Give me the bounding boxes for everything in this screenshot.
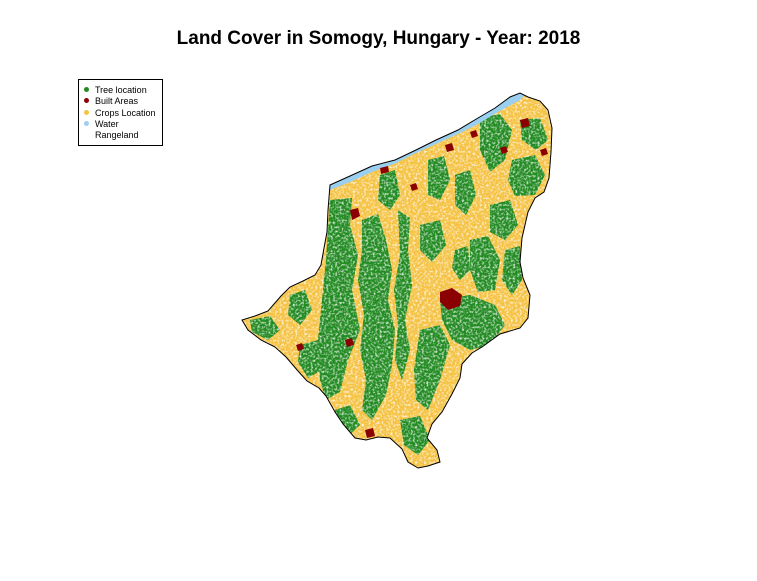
tree-legend-dot xyxy=(84,87,89,92)
legend-item-water: Water xyxy=(84,119,119,130)
legend-label: Crops Location xyxy=(95,108,156,118)
legend-label: Tree location xyxy=(95,85,147,95)
legend-item-built: Built Areas xyxy=(84,96,138,107)
legend: Tree location Built Areas Crops Location… xyxy=(78,79,163,146)
legend-item-crops: Crops Location xyxy=(84,108,156,119)
legend-label: Water xyxy=(95,119,119,129)
legend-item-rangeland: Rangeland xyxy=(84,130,139,141)
crops-legend-dot xyxy=(84,110,89,115)
land-cover-fill xyxy=(242,93,552,468)
rangeland-speckle xyxy=(242,93,552,468)
legend-item-tree: Tree location xyxy=(84,85,147,96)
water-legend-dot xyxy=(84,121,89,126)
built-areas xyxy=(296,118,548,438)
legend-label: Rangeland xyxy=(95,130,139,140)
map-title: Land Cover in Somogy, Hungary - Year: 20… xyxy=(176,28,581,49)
built-legend-dot xyxy=(84,98,89,103)
legend-label: Built Areas xyxy=(95,96,139,106)
